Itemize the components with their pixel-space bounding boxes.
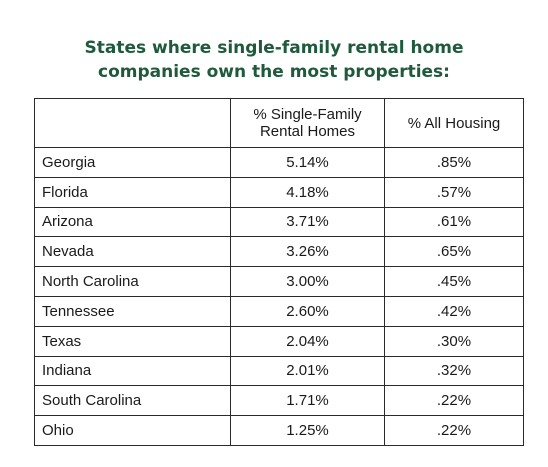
table-header-row: % Single-Family Rental Homes % All Housi… (34, 98, 524, 148)
table-row: Florida 4.18% .57% (34, 176, 524, 208)
state-cell: Nevada (34, 236, 231, 268)
all-housing-cell: .45% (384, 266, 524, 297)
all-housing-cell: .61% (384, 206, 524, 238)
page-title: States where single-family rental home c… (0, 36, 548, 84)
table-row: Ohio 1.25% .22% (34, 415, 524, 446)
sfr-cell: 3.00% (230, 266, 385, 297)
sfr-cell: 4.18% (230, 176, 385, 208)
all-housing-cell: .32% (384, 355, 524, 387)
state-cell: Indiana (34, 355, 231, 387)
state-cell: Texas (34, 325, 231, 357)
state-cell: North Carolina (34, 266, 231, 297)
sfr-cell: 3.71% (230, 206, 385, 238)
sfr-cell: 3.26% (230, 236, 385, 268)
table-row: Arizona 3.71% .61% (34, 206, 524, 238)
title-line-1: States where single-family rental home (84, 38, 464, 58)
sfr-cell: 2.01% (230, 355, 385, 387)
header-single-family-line-1: % Single-Family (253, 106, 362, 123)
all-housing-cell: .42% (384, 295, 524, 327)
all-housing-cell: .65% (384, 236, 524, 268)
state-cell: Arizona (34, 206, 231, 238)
all-housing-cell: .22% (384, 385, 524, 417)
table-row: Tennessee 2.60% .42% (34, 295, 524, 327)
header-state (34, 98, 231, 148)
title-line-2: companies own the most properties: (98, 62, 450, 82)
state-cell: Ohio (34, 415, 231, 446)
sfr-cell: 2.60% (230, 295, 385, 327)
state-cell: Georgia (34, 147, 231, 178)
state-cell: South Carolina (34, 385, 231, 417)
table-row: Nevada 3.26% .65% (34, 236, 524, 268)
table-row: Texas 2.04% .30% (34, 325, 524, 357)
states-table: % Single-Family Rental Homes % All Housi… (34, 98, 524, 446)
all-housing-cell: .85% (384, 147, 524, 178)
all-housing-cell: .57% (384, 176, 524, 208)
table-row: Indiana 2.01% .32% (34, 355, 524, 387)
state-cell: Florida (34, 176, 231, 208)
header-all-housing: % All Housing (384, 98, 524, 148)
header-single-family-line-2: Rental Homes (259, 123, 356, 140)
table-row: Georgia 5.14% .85% (34, 147, 524, 178)
sfr-cell: 1.71% (230, 385, 385, 417)
header-single-family: % Single-Family Rental Homes (230, 98, 385, 148)
all-housing-cell: .22% (384, 415, 524, 446)
sfr-cell: 2.04% (230, 325, 385, 357)
all-housing-cell: .30% (384, 325, 524, 357)
table-row: North Carolina 3.00% .45% (34, 266, 524, 297)
state-cell: Tennessee (34, 295, 231, 327)
table-row: South Carolina 1.71% .22% (34, 385, 524, 417)
sfr-cell: 5.14% (230, 147, 385, 178)
sfr-cell: 1.25% (230, 415, 385, 446)
